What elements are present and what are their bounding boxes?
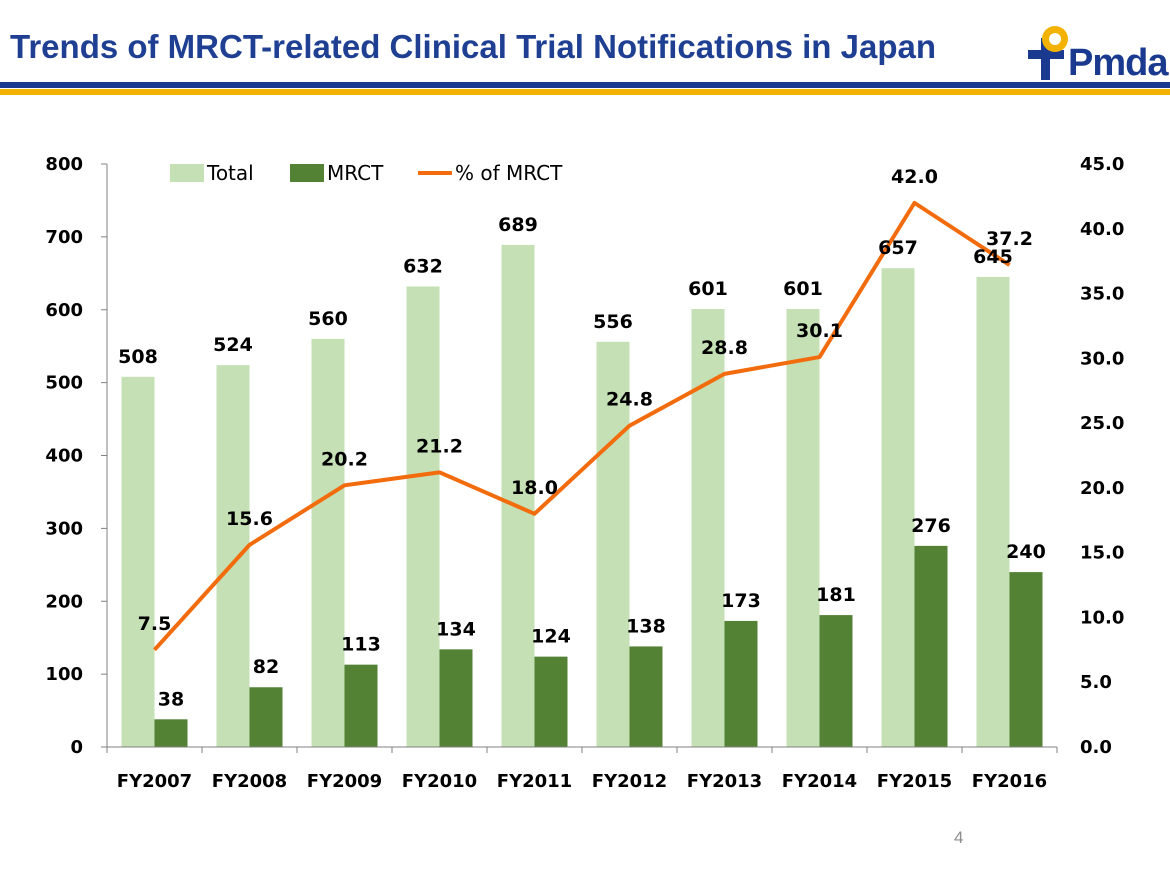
- right-axis-tick-label: 45.0: [1080, 154, 1124, 175]
- total-data-label: 632: [403, 255, 443, 277]
- x-axis-tick-label: FY2007: [117, 771, 192, 792]
- total-bar: [786, 309, 820, 747]
- right-axis-tick-label: 5.0: [1080, 672, 1112, 693]
- right-axis-tick-label: 40.0: [1080, 219, 1124, 240]
- mrct-bar: [724, 620, 758, 747]
- mrct-bar: [249, 687, 283, 747]
- mrct-bar: [344, 664, 378, 747]
- x-axis-tick-label: FY2008: [212, 771, 287, 792]
- legend-mrct-swatch: [290, 164, 324, 182]
- mrct-data-label: 38: [158, 688, 184, 710]
- total-data-label: 601: [783, 278, 823, 300]
- left-axis-tick-label: 600: [45, 300, 83, 321]
- pmda-logo: Pmda: [1028, 26, 1170, 82]
- left-axis-tick-label: 500: [45, 373, 83, 394]
- x-axis-tick-label: FY2016: [972, 771, 1047, 792]
- pct-data-label: 24.8: [606, 389, 653, 411]
- left-axis-tick-label: 700: [45, 227, 83, 248]
- mrct-bar: [629, 646, 663, 747]
- legend-total-label: Total: [206, 161, 254, 185]
- title-rule-blue: [0, 82, 1170, 88]
- pct-data-label: 18.0: [511, 477, 558, 499]
- title-rule-yellow: [0, 89, 1170, 95]
- total-data-label: 508: [118, 346, 158, 368]
- total-bar: [216, 365, 250, 747]
- pct-data-label: 30.1: [796, 320, 843, 342]
- svg-text:Pmda: Pmda: [1068, 42, 1169, 82]
- pct-data-label: 7.5: [138, 613, 172, 635]
- mrct-data-label: 82: [253, 656, 279, 678]
- total-bar: [596, 341, 630, 747]
- left-axis-tick-label: 400: [45, 446, 83, 467]
- legend-mrct-label: MRCT: [327, 161, 384, 185]
- mrct-data-label: 240: [1006, 541, 1046, 563]
- right-axis-tick-label: 10.0: [1080, 607, 1124, 628]
- mrct-data-label: 173: [721, 590, 761, 612]
- left-axis-tick-label: 300: [45, 518, 83, 539]
- mrct-bar: [914, 545, 948, 747]
- mrct-data-label: 138: [626, 615, 666, 637]
- pct-data-label: 20.2: [321, 448, 368, 470]
- right-axis-tick-label: 25.0: [1080, 413, 1124, 434]
- left-axis-tick-label: 100: [45, 664, 83, 685]
- page-number: 4: [954, 828, 964, 847]
- legend-pct-label: % of MRCT: [455, 161, 563, 185]
- mrct-bar: [1009, 572, 1043, 747]
- x-axis-tick-label: FY2010: [402, 771, 477, 792]
- pct-mrct-line: [153, 200, 1011, 652]
- legend-total-swatch: [170, 164, 204, 182]
- x-axis-tick-label: FY2014: [782, 771, 857, 792]
- pct-data-label: 37.2: [986, 228, 1033, 250]
- pct-data-label: 28.8: [701, 337, 748, 359]
- total-data-label: 689: [498, 214, 538, 236]
- total-bar: [976, 276, 1010, 747]
- x-axis-tick-label: FY2013: [687, 771, 762, 792]
- total-bar: [121, 376, 155, 747]
- total-bar: [881, 268, 915, 747]
- right-axis-tick-label: 35.0: [1080, 284, 1124, 305]
- right-axis-tick-label: 30.0: [1080, 348, 1124, 369]
- x-axis-tick-label: FY2012: [592, 771, 667, 792]
- mrct-bar: [439, 649, 473, 747]
- pct-data-label: 42.0: [891, 166, 938, 188]
- total-bar: [311, 338, 345, 747]
- x-axis-tick-label: FY2009: [307, 771, 382, 792]
- total-data-label: 657: [878, 237, 918, 259]
- mrct-data-label: 134: [436, 618, 476, 640]
- total-data-label: 556: [593, 311, 633, 333]
- mrct-bar: [534, 656, 568, 747]
- right-axis-tick-label: 15.0: [1080, 543, 1124, 564]
- total-data-label: 560: [308, 308, 348, 330]
- left-axis-tick-label: 200: [45, 591, 83, 612]
- mrct-bar: [154, 719, 188, 747]
- total-data-label: 645: [973, 246, 1013, 268]
- x-axis-tick-label: FY2011: [497, 771, 572, 792]
- left-axis-tick-label: 800: [45, 154, 83, 175]
- x-axis-tick-label: FY2015: [877, 771, 952, 792]
- slide-title: Trends of MRCT-related Clinical Trial No…: [10, 28, 936, 65]
- right-axis-tick-label: 20.0: [1080, 478, 1124, 499]
- mrct-data-label: 124: [531, 626, 571, 648]
- total-data-label: 524: [213, 334, 253, 356]
- mrct-bar: [819, 615, 853, 747]
- mrct-data-label: 113: [341, 634, 381, 656]
- total-data-label: 601: [688, 278, 728, 300]
- mrct-data-label: 181: [816, 584, 856, 606]
- mrct-data-label: 276: [911, 515, 951, 537]
- total-bar: [501, 244, 535, 748]
- pct-data-label: 21.2: [416, 435, 463, 457]
- total-bar: [406, 286, 440, 747]
- left-axis-tick-label: 0: [70, 737, 83, 758]
- right-axis-tick-label: 0.0: [1080, 737, 1112, 758]
- pct-data-label: 15.6: [226, 508, 273, 530]
